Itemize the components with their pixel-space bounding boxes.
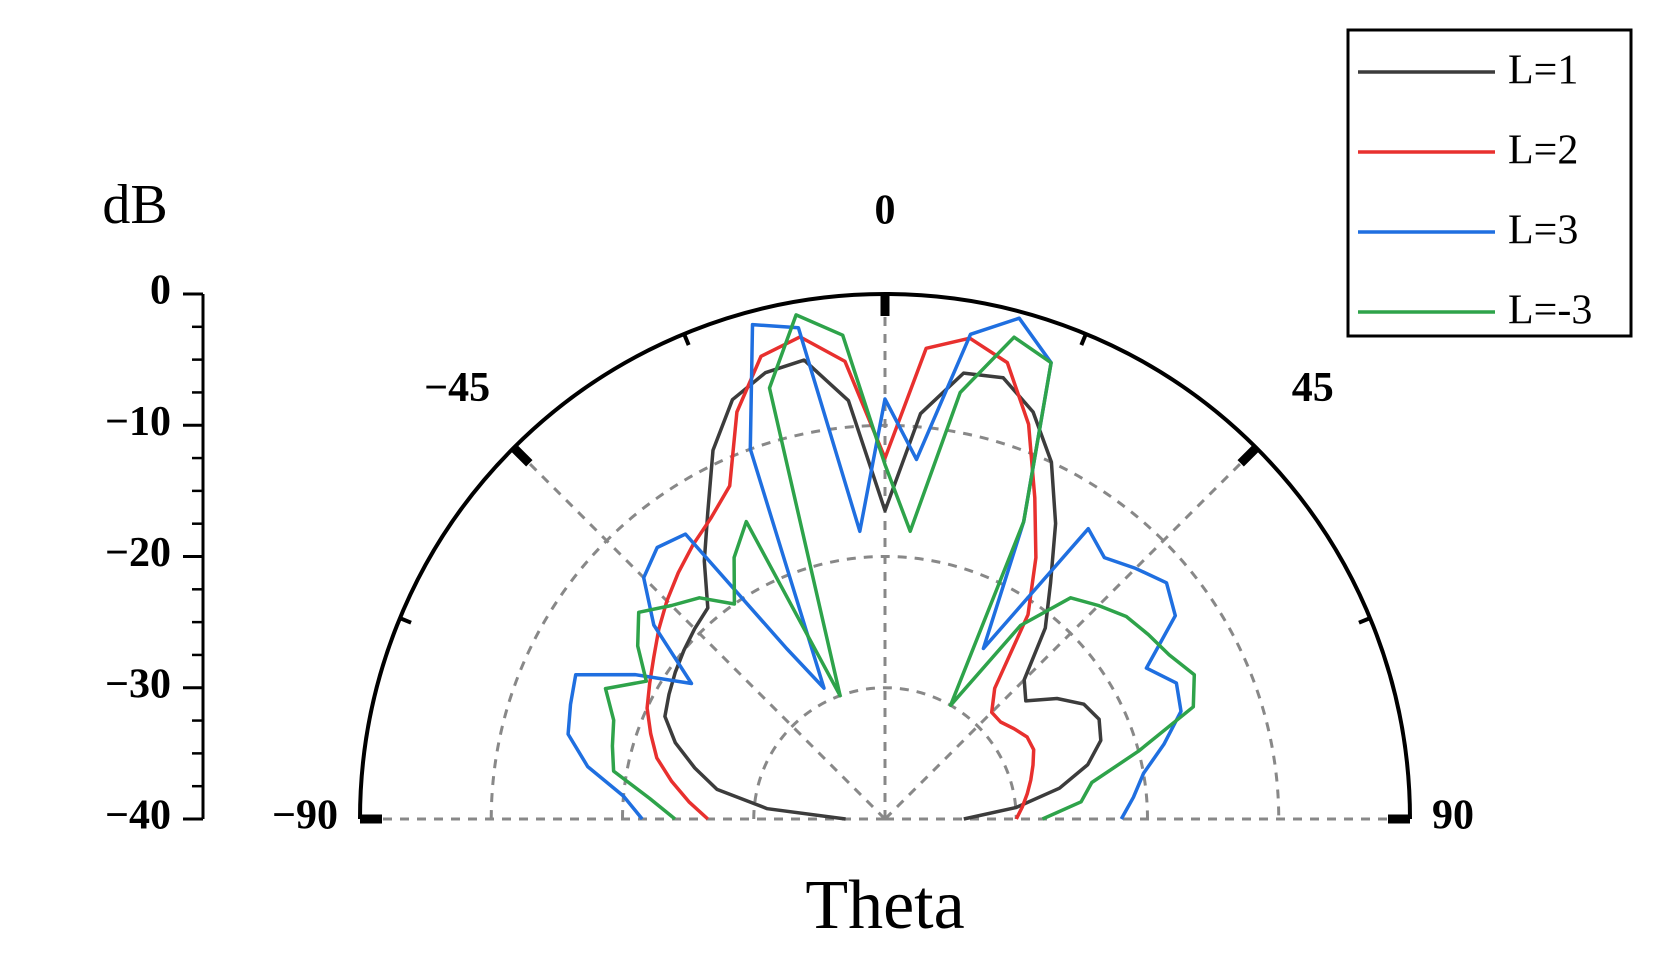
- y-tick-label: −30: [105, 661, 171, 707]
- legend-label: L=3: [1508, 208, 1578, 254]
- x-tick: [510, 444, 533, 467]
- y-tick-label: 0: [150, 268, 171, 314]
- x-tick: [1237, 444, 1260, 467]
- x-minor-tick: [399, 616, 412, 625]
- legend-label: L=1: [1508, 48, 1578, 94]
- x-tick-label: −45: [424, 365, 490, 411]
- x-axis-label: Theta: [805, 867, 964, 944]
- x-minor-tick: [1358, 616, 1371, 625]
- x-tick-label: 90: [1432, 793, 1474, 839]
- legend-box: [1346, 28, 1633, 338]
- x-minor-tick: [1079, 333, 1088, 346]
- x-tick-label: 45: [1292, 365, 1334, 411]
- y-axis-label: dB: [102, 174, 167, 236]
- series-line: [603, 313, 1197, 821]
- y-tick-label: −20: [105, 530, 171, 576]
- x-tick-label: −90: [272, 793, 338, 839]
- grid-spoke: [883, 446, 1258, 821]
- grid-spoke: [512, 446, 887, 821]
- legend-label: L=-3: [1508, 288, 1592, 334]
- y-tick-label: −10: [105, 399, 171, 445]
- series-line: [663, 358, 1103, 821]
- series-line: [566, 316, 1183, 821]
- legend-label: L=2: [1508, 128, 1578, 174]
- x-tick-label: 0: [875, 188, 896, 234]
- grid-circle: [752, 686, 1018, 820]
- x-minor-tick: [682, 333, 691, 346]
- y-tick-label: −40: [105, 793, 171, 839]
- series-line: [645, 335, 1038, 821]
